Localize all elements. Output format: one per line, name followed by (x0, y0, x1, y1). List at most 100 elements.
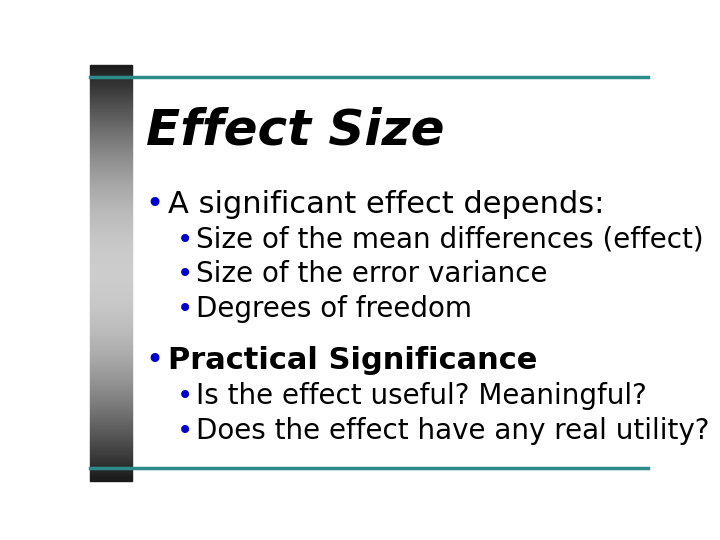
Text: •: • (145, 346, 164, 375)
Bar (90, 168, 132, 171)
Bar (90, 449, 132, 451)
Bar (90, 119, 132, 121)
Bar (90, 214, 132, 217)
Bar (90, 466, 132, 468)
Bar (90, 260, 132, 262)
Bar (90, 167, 132, 168)
Bar (90, 446, 132, 447)
Bar (90, 402, 132, 404)
Bar (90, 470, 132, 472)
Bar (90, 241, 132, 244)
Bar (90, 379, 132, 381)
Bar (90, 77, 132, 79)
Bar (90, 156, 132, 158)
Bar (90, 420, 132, 422)
Bar (90, 144, 132, 146)
Bar (90, 125, 132, 127)
Text: •: • (176, 295, 193, 323)
Bar (90, 82, 132, 84)
Bar (90, 416, 132, 418)
Bar (90, 346, 132, 348)
Bar (90, 248, 132, 250)
Bar (90, 279, 132, 281)
Bar (90, 194, 132, 196)
Bar (90, 277, 132, 279)
Bar (90, 152, 132, 154)
Bar (90, 138, 132, 140)
Bar (90, 121, 132, 123)
Text: •: • (176, 260, 193, 288)
Bar (90, 427, 132, 429)
Bar (90, 98, 132, 100)
Bar (90, 87, 132, 90)
Bar (90, 281, 132, 283)
Bar (90, 154, 132, 156)
Bar (90, 67, 132, 69)
Bar (90, 462, 132, 464)
Bar (90, 429, 132, 431)
Bar (90, 94, 132, 96)
Bar (90, 437, 132, 439)
Bar (90, 393, 132, 395)
Bar (90, 254, 132, 256)
Text: •: • (145, 190, 164, 219)
Bar (90, 102, 132, 104)
Bar (90, 337, 132, 339)
Text: Size of the error variance: Size of the error variance (196, 260, 547, 288)
Bar (90, 217, 132, 219)
Bar (90, 321, 132, 322)
Bar (90, 356, 132, 358)
Bar (90, 219, 132, 221)
Bar (90, 111, 132, 113)
Bar (90, 460, 132, 462)
Bar (90, 123, 132, 125)
Bar (90, 377, 132, 379)
Bar (90, 391, 132, 393)
Bar (90, 285, 132, 287)
Bar (90, 75, 132, 77)
Bar (90, 175, 132, 177)
Text: A significant effect depends:: A significant effect depends: (168, 190, 605, 219)
Bar (90, 141, 132, 144)
Bar (90, 65, 132, 67)
Text: •: • (176, 416, 193, 444)
Bar (90, 433, 132, 435)
Bar (90, 329, 132, 331)
Bar (90, 397, 132, 400)
Bar (90, 283, 132, 285)
Text: •: • (176, 226, 193, 254)
Bar (90, 289, 132, 292)
Bar (90, 375, 132, 377)
Bar (90, 212, 132, 214)
Bar (90, 358, 132, 360)
Bar (90, 127, 132, 129)
Bar (90, 308, 132, 310)
Bar (90, 73, 132, 75)
Bar (90, 302, 132, 304)
Bar (90, 331, 132, 333)
Bar (90, 352, 132, 354)
Bar (90, 204, 132, 206)
Text: Size of the mean differences (effect): Size of the mean differences (effect) (196, 226, 703, 254)
Bar (90, 316, 132, 319)
Bar (90, 435, 132, 437)
Bar (90, 362, 132, 364)
Bar (90, 464, 132, 466)
Bar (90, 187, 132, 190)
Bar (90, 389, 132, 391)
Bar (90, 368, 132, 370)
Bar (90, 275, 132, 277)
Text: Effect Size: Effect Size (145, 106, 444, 154)
Bar (90, 229, 132, 231)
Bar (90, 210, 132, 212)
Bar (90, 163, 132, 165)
Bar (90, 84, 132, 85)
Bar (90, 265, 132, 266)
Bar (90, 231, 132, 233)
Bar (90, 158, 132, 160)
Bar (90, 113, 132, 114)
Bar (90, 190, 132, 192)
Bar (90, 271, 132, 273)
Bar (90, 140, 132, 141)
Bar (90, 268, 132, 271)
